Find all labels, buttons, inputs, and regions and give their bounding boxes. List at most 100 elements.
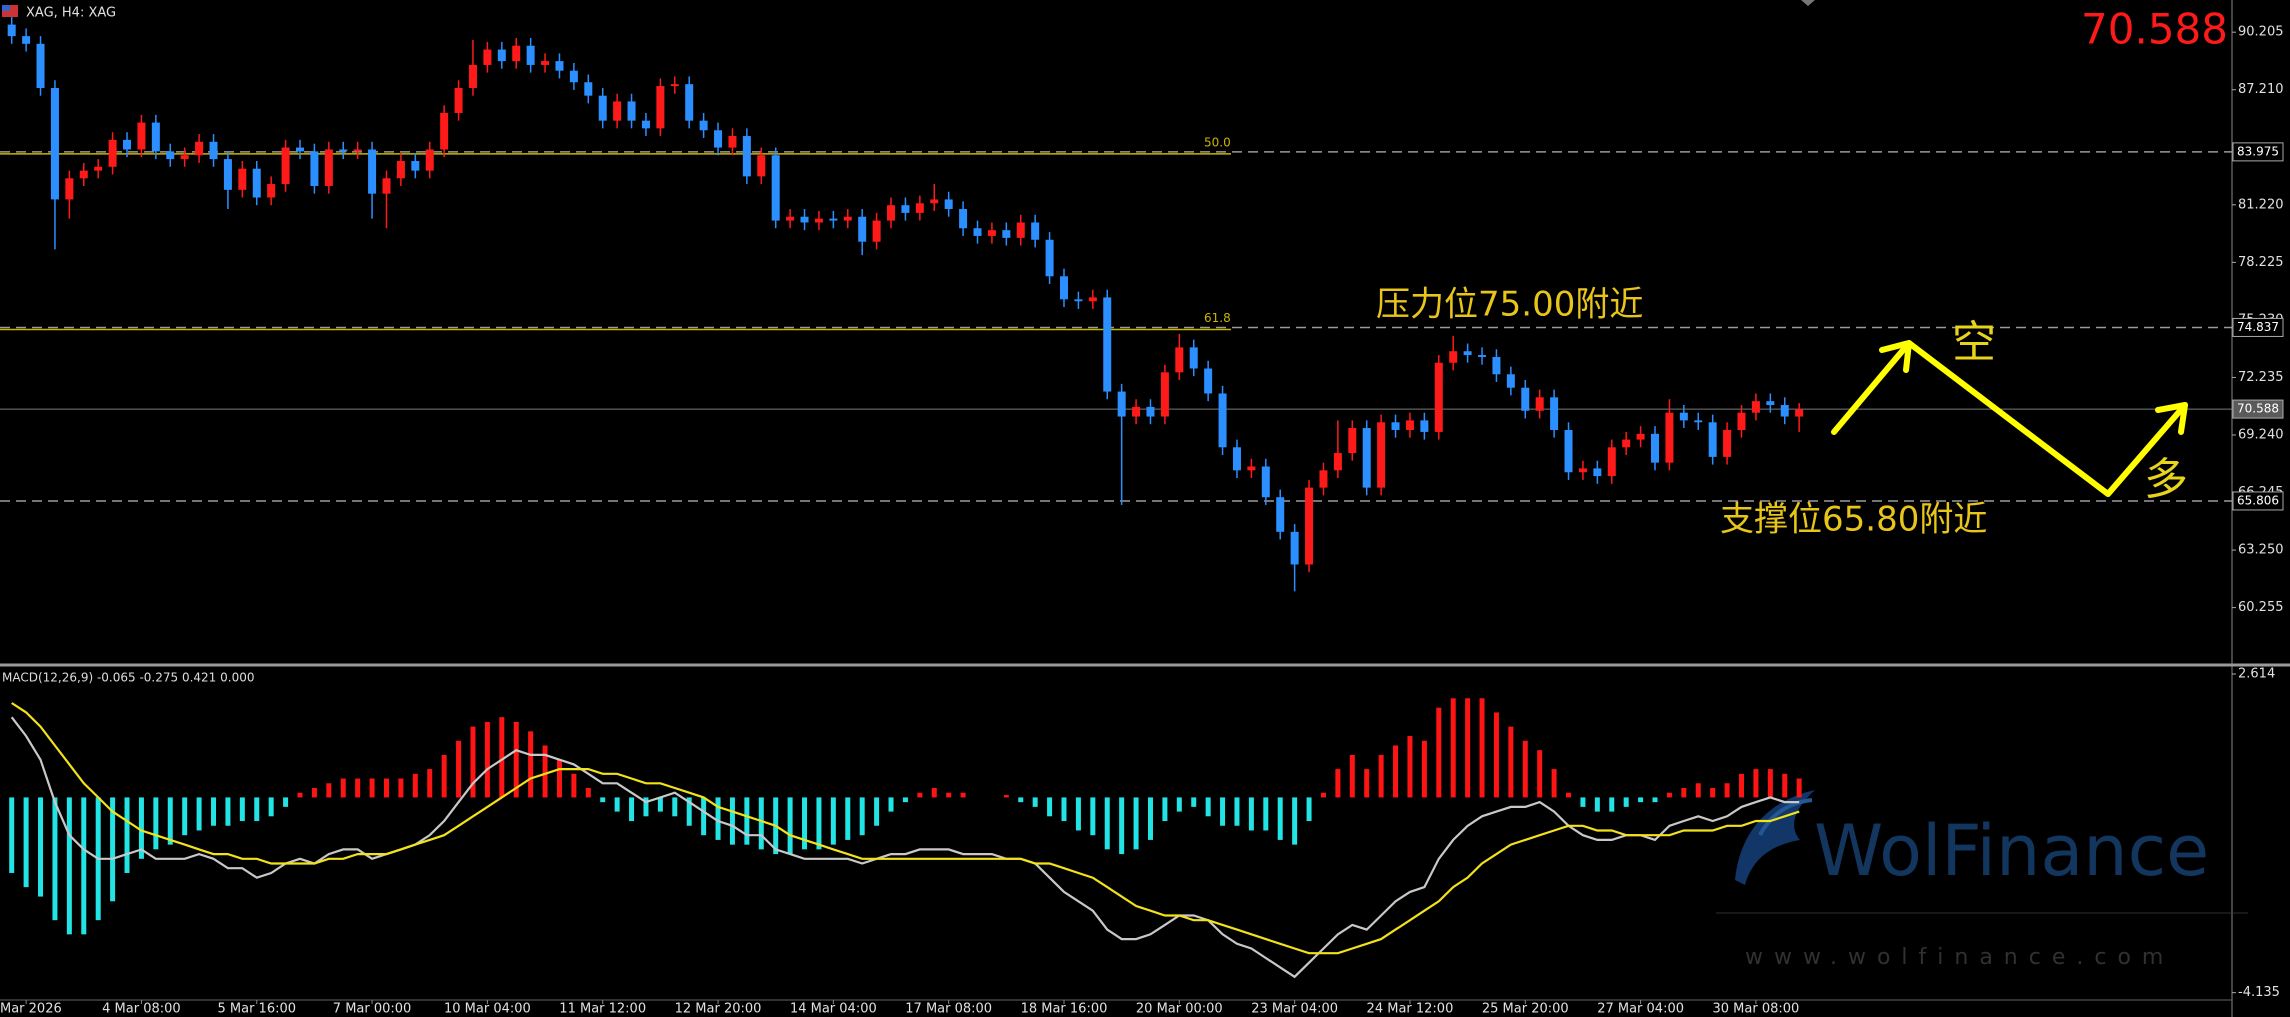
- candle-body: [79, 170, 88, 179]
- scroll-marker: [1801, 0, 1815, 6]
- histogram-bar: [1623, 797, 1629, 807]
- histogram-bar: [802, 797, 808, 850]
- histogram-bar: [1753, 769, 1759, 798]
- candle-body: [541, 61, 550, 65]
- long-annotation: 多: [2144, 454, 2188, 505]
- candle-body: [1088, 297, 1097, 302]
- candle-body: [915, 203, 924, 213]
- histogram-bar: [38, 797, 44, 897]
- candle-body: [166, 151, 175, 160]
- histogram-bar: [1162, 797, 1168, 822]
- histogram-bar: [196, 797, 202, 831]
- candle-body: [843, 216, 852, 221]
- histogram-bar: [960, 792, 966, 798]
- histogram-bar: [787, 797, 793, 855]
- histogram-bar: [1220, 797, 1226, 826]
- candle-body: [50, 87, 59, 200]
- candle-body: [1564, 429, 1573, 473]
- histogram-bar: [499, 717, 505, 798]
- candle-body: [1766, 401, 1775, 406]
- histogram-bar: [456, 740, 462, 798]
- histogram-bar: [874, 797, 880, 826]
- histogram-bar: [1205, 797, 1211, 817]
- histogram-bar: [138, 797, 144, 859]
- price-box: [2232, 142, 2284, 162]
- candle-body: [1103, 297, 1112, 392]
- candle-body: [1751, 401, 1760, 413]
- histogram-bar: [369, 778, 375, 798]
- indicator-label: MACD(12,26,9) -0.065 -0.275 0.421 0.000: [2, 671, 254, 685]
- candle-body: [1362, 428, 1371, 488]
- candle-body: [151, 122, 160, 152]
- histogram-bar: [556, 759, 562, 798]
- histogram-bar: [81, 797, 87, 935]
- candle-body: [1694, 420, 1703, 423]
- resistance-annotation: 压力位75.00附近: [1376, 285, 1643, 325]
- histogram-bar: [340, 778, 346, 798]
- candle-body: [281, 147, 290, 185]
- histogram-bar: [124, 797, 130, 873]
- x-tick-label: 4 Mar 08:00: [102, 1002, 181, 1017]
- price-box-label: 74.837: [2237, 320, 2279, 334]
- candle-body: [497, 49, 506, 62]
- histogram-bar: [1191, 797, 1197, 807]
- histogram-bar: [1666, 792, 1672, 798]
- histogram-bar: [1003, 795, 1009, 798]
- candle-body: [267, 184, 276, 198]
- candle-body: [1117, 391, 1126, 417]
- histogram-bar: [383, 778, 389, 798]
- fib-level-label: 50.0: [1204, 135, 1231, 149]
- candle-body: [685, 84, 694, 121]
- candle-body: [656, 86, 665, 129]
- histogram-bar: [1047, 797, 1053, 817]
- histogram-bar: [614, 797, 620, 812]
- x-tick-label: 30 Mar 08:00: [1713, 1002, 1800, 1017]
- histogram-bar: [917, 792, 923, 798]
- histogram-bar: [1537, 750, 1543, 798]
- candle-body: [1420, 420, 1429, 432]
- candle-body: [223, 159, 232, 190]
- histogram-bar: [1104, 797, 1110, 850]
- histogram-bar: [571, 773, 577, 798]
- candle-body: [670, 84, 679, 87]
- histogram-bar: [1061, 797, 1067, 822]
- histogram-bar: [888, 797, 894, 812]
- watermark: WolFinance www.wolfinance.com: [1716, 790, 2248, 970]
- candle-body: [454, 87, 463, 113]
- histogram-bar: [1508, 726, 1514, 798]
- candle-body: [555, 61, 564, 71]
- histogram-bar: [1133, 797, 1139, 850]
- histogram-bar: [758, 797, 764, 850]
- histogram-bar: [484, 721, 490, 798]
- candle-body: [94, 166, 103, 171]
- chart-title: XAG, H4: XAG: [26, 6, 116, 21]
- candle-body: [1175, 347, 1184, 373]
- x-tick-label: 12 Mar 20:00: [675, 1002, 762, 1017]
- candle-body: [1578, 468, 1587, 473]
- candle-body: [901, 205, 910, 213]
- candle-body: [396, 161, 405, 179]
- histogram-bar: [239, 797, 245, 822]
- candle-body: [1506, 374, 1515, 388]
- candle-body: [1290, 531, 1299, 565]
- candle-body: [771, 155, 780, 221]
- histogram-bar: [153, 797, 159, 850]
- candle-body: [584, 82, 593, 96]
- histogram-bar: [686, 797, 692, 826]
- candle-body: [598, 95, 607, 121]
- histogram-bar: [1551, 769, 1557, 798]
- candle-body: [973, 228, 982, 236]
- watermark-logo-stroke: [1758, 798, 1813, 836]
- histogram-bar: [729, 797, 735, 845]
- histogram-bar: [1320, 792, 1326, 798]
- x-tick-label: 11 Mar 12:00: [559, 1002, 646, 1017]
- watermark-name: WolFinance: [1814, 810, 2209, 892]
- candle-body: [714, 130, 723, 148]
- histogram-bar: [715, 797, 721, 840]
- histogram-bar: [1782, 773, 1788, 798]
- y-tick-label: 78.225: [2238, 255, 2284, 270]
- histogram-bar: [355, 778, 361, 798]
- candle-body: [22, 36, 31, 44]
- histogram-bar: [283, 797, 289, 807]
